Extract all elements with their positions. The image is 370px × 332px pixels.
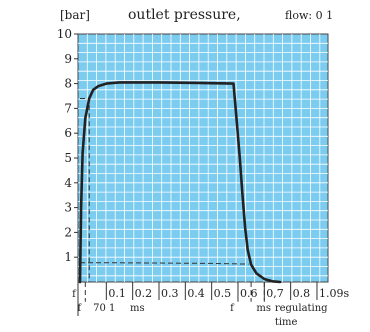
x-tick-label: 0.8 xyxy=(293,287,311,300)
x-tick-label: 0.2 xyxy=(135,287,153,300)
y-tick-label: 8 xyxy=(64,77,72,91)
y-tick-label: 2 xyxy=(64,225,72,239)
y-tick-label: 3 xyxy=(64,201,72,215)
bottom-label: f xyxy=(230,303,235,314)
y-axis: 1 2 3 4 5 6 7 8 9 10 xyxy=(57,27,78,264)
bottom-label: f xyxy=(72,289,77,300)
flow-label: flow: 0 1 xyxy=(285,9,333,22)
bottom-label: f xyxy=(77,303,82,314)
bottom-label: ms xyxy=(256,303,271,314)
bottom-label: ms xyxy=(130,303,145,314)
x-tick-label: 0,7 xyxy=(266,287,284,300)
gridlines xyxy=(78,34,328,282)
y-tick-label: 5 xyxy=(64,151,72,165)
chart-title: outlet pressure, xyxy=(128,7,241,23)
x-tick-label: 0.4 xyxy=(187,287,205,300)
y-tick-label: 10 xyxy=(57,27,72,41)
y-unit-label: [bar] xyxy=(60,8,90,22)
y-tick-label: 9 xyxy=(64,52,72,66)
bottom-label: time xyxy=(275,317,298,328)
x-tick-label: 0.1 xyxy=(108,287,126,300)
y-tick-label: 6 xyxy=(64,126,72,140)
x-tick-label: 0.6 xyxy=(240,287,257,300)
plot-area xyxy=(77,33,329,283)
series-layer xyxy=(78,81,282,284)
pressure-curve xyxy=(78,81,282,284)
y-tick-label: 4 xyxy=(64,176,72,190)
y-tick-label: 7 xyxy=(64,101,72,115)
x-axis: 0.1 0.2 0.3 0.4 0.5 0.6 0,7 0.8 1.09s xyxy=(77,282,349,316)
bottom-label: regulating xyxy=(275,303,328,314)
x-tick-label: 1.09s xyxy=(319,287,349,300)
x-tick-label: 0.3 xyxy=(161,287,179,300)
y-tick-label: 1 xyxy=(64,250,72,264)
x-tick-label: 0.5 xyxy=(214,287,232,300)
bottom-label: 70 1 xyxy=(93,303,115,314)
